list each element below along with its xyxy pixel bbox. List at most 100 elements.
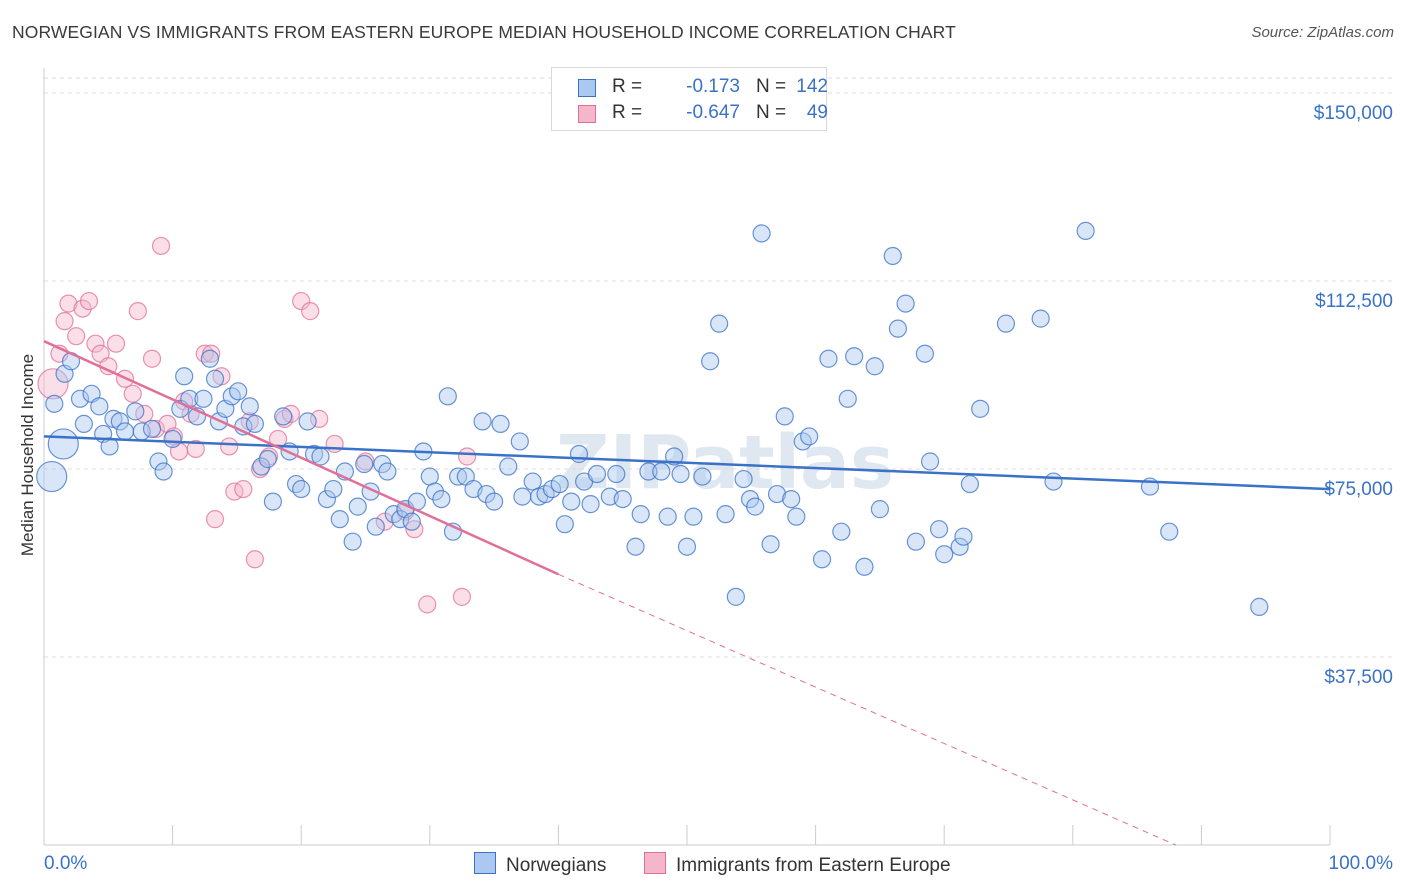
norwegian-point: [587, 464, 607, 484]
norwegian-point: [448, 467, 468, 486]
immigrant-point: [220, 437, 239, 456]
norwegian-point: [110, 412, 129, 431]
norwegian-point: [205, 369, 225, 388]
pink-swatch: [644, 852, 666, 874]
norwegian-point: [896, 294, 915, 313]
norwegian-point: [378, 462, 397, 481]
immigrant-point: [67, 327, 86, 346]
legend-item-norwegians[interactable]: Norwegians: [474, 852, 606, 877]
norwegian-point: [298, 412, 317, 431]
norwegians-points: [36, 221, 1269, 616]
immigrant-point: [37, 368, 69, 400]
norwegian-point: [819, 349, 838, 368]
norwegian-point: [562, 492, 581, 511]
norwegian-point: [286, 474, 306, 494]
norwegian-point: [935, 545, 954, 564]
norwegian-point: [420, 467, 439, 486]
norwegian-point: [971, 399, 990, 418]
legend-label: Immigrants from Eastern Europe: [676, 855, 951, 876]
norwegian-point: [787, 507, 806, 526]
norwegian-point: [626, 537, 645, 556]
norwegian-point: [832, 522, 851, 541]
norwegian-point: [154, 462, 173, 481]
norwegian-point: [929, 520, 949, 539]
norwegian-point: [581, 495, 600, 514]
norwegian-point: [70, 389, 90, 408]
norwegian-point: [684, 507, 703, 526]
y-tick-label: $150,000: [1314, 103, 1393, 124]
norwegian-point: [485, 492, 504, 511]
immigrant-point: [123, 384, 142, 403]
norwegian-point: [870, 500, 890, 519]
immigrant-point: [146, 419, 165, 439]
norwegian-point: [438, 387, 457, 406]
norwegian-point: [671, 464, 690, 484]
norwegian-point: [652, 462, 671, 481]
norwegian-point: [366, 517, 385, 536]
norwegian-point: [693, 467, 712, 486]
norwegian-point: [665, 447, 684, 466]
immigrant-point: [310, 409, 329, 428]
norwegian-point: [343, 532, 362, 551]
y-tick-label: $112,500: [1315, 291, 1393, 312]
norwegian-point: [915, 344, 935, 363]
legend-item-immigrants[interactable]: Immigrants from Eastern Europe: [644, 852, 951, 877]
norwegian-point: [330, 510, 349, 529]
norwegian-point: [555, 515, 574, 534]
norwegian-point: [631, 505, 650, 524]
norwegian-point: [775, 407, 794, 426]
norwegian-point: [90, 397, 109, 416]
source-note: Source: ZipAtlas.com: [1251, 24, 1394, 41]
norwegian-point: [716, 505, 735, 524]
immigrant-point: [195, 344, 214, 363]
norwegian-point: [274, 407, 293, 426]
n-label: N =: [756, 102, 787, 123]
immigrant-point: [106, 334, 126, 353]
immigrant-point: [234, 479, 253, 499]
series-legend: Norwegians Immigrants from Eastern Europ…: [0, 852, 1406, 876]
norwegian-point: [960, 474, 980, 494]
immigrant-point: [59, 294, 78, 313]
immigrants-trend-line: [43, 340, 559, 576]
norwegian-point: [45, 394, 64, 413]
norwegian-point: [432, 489, 451, 509]
norwegian-point: [888, 319, 908, 338]
norwegian-point: [752, 224, 771, 243]
immigrant-point: [55, 312, 74, 331]
immigrant-point: [79, 291, 99, 311]
norwegian-point: [1031, 309, 1050, 328]
norwegian-point: [149, 452, 168, 471]
norwegian-point: [950, 537, 969, 556]
norwegian-point: [355, 454, 374, 474]
immigrant-point: [245, 550, 265, 569]
norwegian-point: [36, 460, 68, 493]
x-tick-label-max: 100.0%: [1329, 853, 1394, 874]
watermark: ZIPatlas: [556, 420, 894, 506]
norwegian-point: [607, 464, 626, 484]
norwegian-point: [639, 462, 658, 481]
norwegian-point: [115, 422, 135, 441]
immigrant-point: [457, 447, 477, 466]
norwegian-point: [812, 550, 832, 569]
norwegian-point: [292, 479, 311, 499]
norwegian-point: [800, 427, 819, 446]
norwegian-point: [550, 474, 569, 494]
norwegian-point: [477, 484, 496, 504]
norwegian-point: [746, 497, 765, 516]
immigrant-point: [186, 439, 205, 459]
norwegian-point: [920, 452, 940, 471]
norwegian-point: [175, 367, 194, 386]
r-value: -0.647: [686, 102, 740, 123]
immigrant-point: [292, 291, 311, 311]
norwegian-point: [906, 532, 926, 551]
n-value: 49: [806, 102, 828, 123]
norwegian-point: [391, 510, 410, 529]
norwegian-point: [761, 535, 780, 554]
norwegian-point: [126, 402, 145, 421]
norwegian-point: [348, 497, 367, 516]
norwegian-point: [513, 487, 532, 506]
norwegian-point: [324, 479, 343, 499]
norwegian-point: [865, 357, 884, 376]
n-value: 142: [796, 76, 828, 97]
